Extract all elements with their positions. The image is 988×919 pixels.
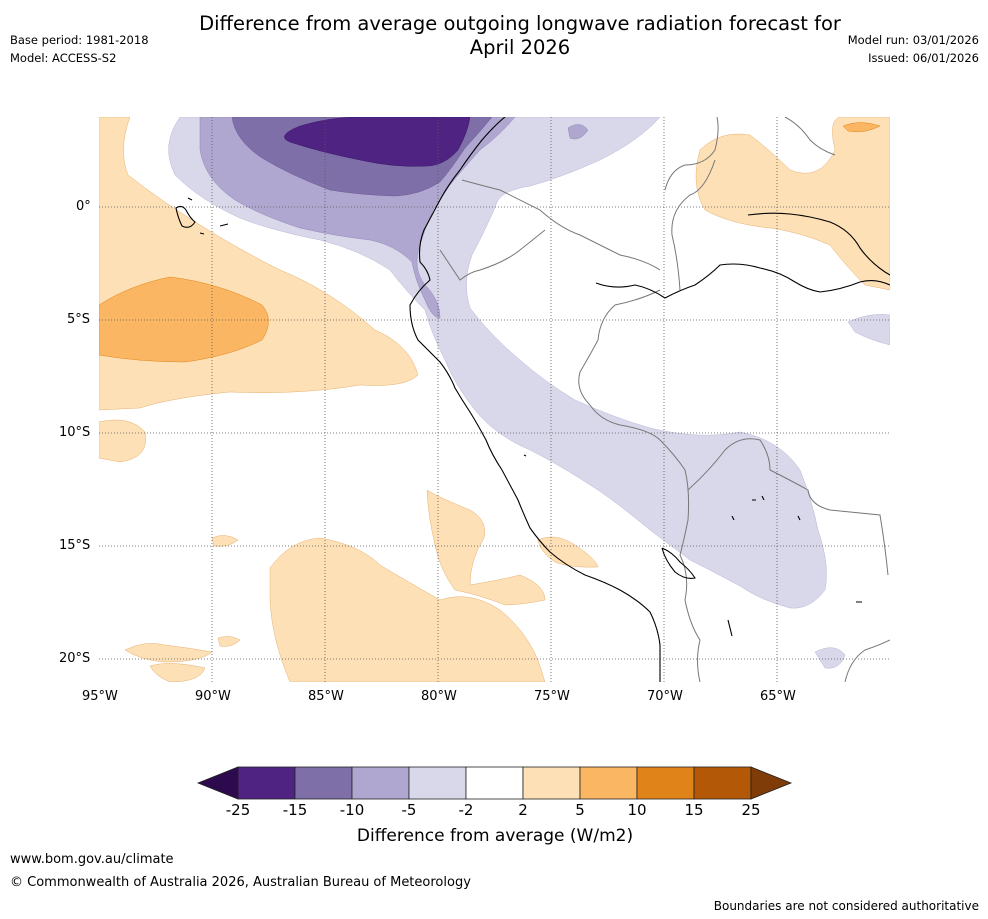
- lon-label-80w: 80°W: [421, 689, 457, 704]
- footer-copyright: © Commonwealth of Australia 2026, Austra…: [10, 875, 471, 890]
- colorbar-tick-2: -15: [282, 801, 308, 819]
- anomaly-positive-strong-ne: [842, 122, 881, 133]
- lake-titicaca: [661, 547, 696, 579]
- river-orinoco: [747, 212, 890, 276]
- lat-label-15s: 15°S: [59, 538, 91, 553]
- border-chile-bolivia: [679, 554, 701, 682]
- border-argentina: [844, 639, 890, 682]
- colorbar-tick-1: -25: [225, 801, 251, 819]
- lake-markers: [523, 454, 862, 637]
- border-peru-brazil: [578, 289, 690, 556]
- lon-label-95w: 95°W: [82, 689, 118, 704]
- anomaly-negative-light-east-2: [814, 647, 846, 669]
- colorbar-tick-10: 25: [741, 801, 761, 819]
- meta-left: Base period: 1981-2018 Model: ACCESS-S2: [10, 31, 149, 67]
- colorbar-tick-3: -10: [339, 801, 365, 819]
- footer-url: www.bom.gov.au/climate: [10, 852, 174, 867]
- border-bolivia: [687, 438, 889, 576]
- anomaly-negative-medium-spot: [567, 124, 589, 140]
- colorbar-tick-8: 10: [627, 801, 647, 819]
- anomaly-positive-strong-west: [99, 276, 269, 363]
- anomaly-positive-patch-1: [99, 419, 146, 463]
- model-name: Model: ACCESS-S2: [10, 51, 117, 65]
- anomaly-positive-south-ocean: [269, 537, 546, 682]
- colorbar-tick-4: -5: [401, 801, 417, 819]
- coastline-pacific: [409, 117, 661, 682]
- colorbar-bin-9: [693, 766, 752, 800]
- colorbar-tick-7: 5: [575, 801, 585, 819]
- colorbar-tick-9: 15: [684, 801, 704, 819]
- colorbar-tick-6: 2: [518, 801, 528, 819]
- lon-label-75w: 75°W: [534, 689, 570, 704]
- border-ecuador-peru: [439, 229, 546, 281]
- lon-label-70w: 70°W: [647, 689, 683, 704]
- title-line-2: April 2026: [469, 36, 571, 59]
- border-colombia-ecuador: [461, 179, 661, 271]
- colorbar-bin-2: [294, 766, 353, 800]
- model-run: Model run: 03/01/2026: [847, 33, 979, 47]
- colorbar-tick-5: -2: [458, 801, 474, 819]
- colorbar-bin-8: [636, 766, 695, 800]
- lon-label-85w: 85°W: [308, 689, 344, 704]
- colorbar: [196, 766, 793, 800]
- title-line-1: Difference from average outgoing longwav…: [199, 12, 841, 35]
- anomaly-negative-light-main: [168, 117, 827, 609]
- colorbar-bin-7: [579, 766, 638, 800]
- lon-label-65w: 65°W: [760, 689, 796, 704]
- colorbar-extend-high: [750, 766, 793, 800]
- country-borders: [439, 117, 890, 682]
- anomaly-negative-light-east-1: [847, 314, 890, 346]
- footer-disclaimer: Boundaries are not considered authoritat…: [713, 899, 979, 913]
- border-venezuela-brazil: [671, 159, 716, 291]
- lat-label-20s: 20°S: [59, 651, 91, 666]
- lat-label-10s: 10°S: [59, 425, 91, 440]
- anomaly-positive-patch-3: [426, 489, 546, 606]
- colorbar-bin-4: [408, 766, 467, 800]
- lat-label-0: 0°: [76, 199, 91, 214]
- colorbar-bin-5: [465, 766, 524, 800]
- river-amazon: [595, 263, 890, 299]
- coastlines: [175, 117, 890, 682]
- lon-label-90w: 90°W: [195, 689, 231, 704]
- colorbar-extend-low: [196, 766, 239, 800]
- lat-label-5s: 5°S: [67, 312, 91, 327]
- colorbar-bin-3: [351, 766, 410, 800]
- gridlines: [99, 117, 890, 682]
- anomaly-positive-patch-7: [149, 663, 206, 682]
- map-title: Difference from average outgoing longwav…: [150, 12, 890, 60]
- colorbar-bin-6: [522, 766, 581, 800]
- galapagos-islands: [175, 197, 229, 235]
- map-plot-area: [99, 117, 890, 682]
- anomaly-negative-very-strong: [284, 117, 471, 167]
- colorbar-bin-1: [237, 766, 296, 800]
- issued-date: Issued: 06/01/2026: [868, 51, 979, 65]
- border-colombia-venezuela: [664, 117, 719, 191]
- anomaly-positive-patch-4: [537, 536, 599, 568]
- anomaly-positive-northeast: [695, 117, 890, 291]
- meta-right: Model run: 03/01/2026 Issued: 06/01/2026: [848, 31, 979, 67]
- anomaly-positive-patch-6: [217, 636, 241, 647]
- base-period: Base period: 1981-2018: [10, 33, 149, 47]
- colorbar-title: Difference from average (W/m2): [356, 826, 634, 846]
- border-guyana: [784, 117, 836, 156]
